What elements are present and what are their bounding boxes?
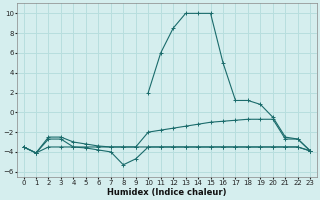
X-axis label: Humidex (Indice chaleur): Humidex (Indice chaleur): [107, 188, 227, 197]
